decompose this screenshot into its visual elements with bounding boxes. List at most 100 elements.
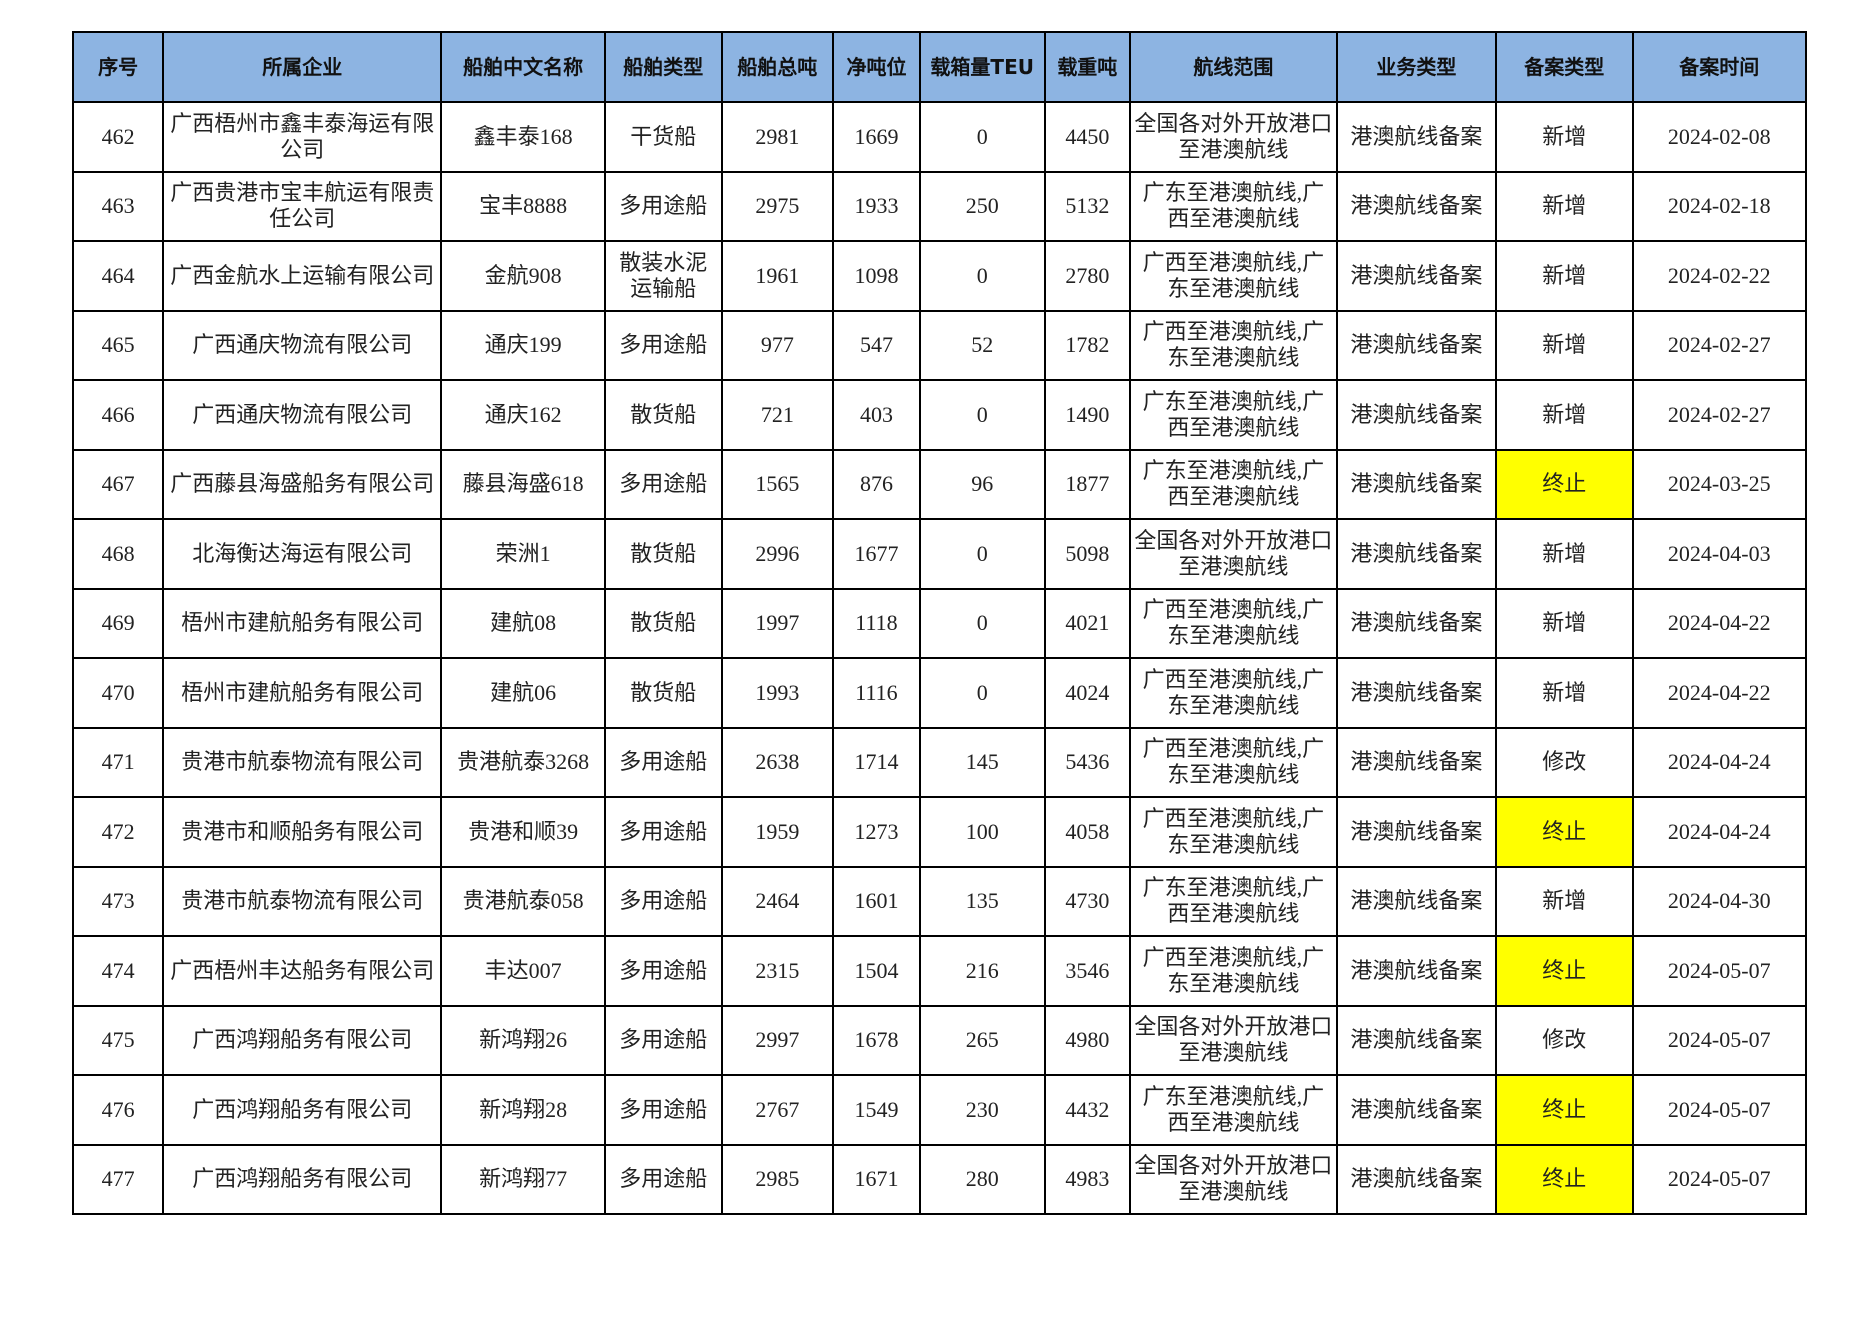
cell-company: 广西鸿翔船务有限公司 [162,1004,443,1076]
cell-gross-tonnage: 2981 [720,101,835,173]
cell-route-scope: 广东至港澳航线,广西至港澳航线 [1129,170,1338,242]
cell-seq: 474 [71,935,165,1007]
cell-route-scope: 广东至港澳航线,广西至港澳航线 [1129,379,1338,451]
table-row: 467 广西藤县海盛船务有限公司 藤县海盛618 多用途船 1565 876 96 1877 广… [71,448,1807,520]
table-row: 464 广西金航水上运输有限公司 金航908 散装水泥运输船 1961 1098 0 2780… [71,240,1807,312]
cell-net-tonnage: 1677 [832,518,921,590]
cell-route-scope: 广东至港澳航线,广西至港澳航线 [1129,448,1338,520]
cell-filing-date: 2024-04-22 [1631,587,1807,659]
cell-deadweight: 4024 [1043,657,1132,729]
cell-route-scope: 广西至港澳航线,广东至港澳航线 [1129,309,1338,381]
cell-gross-tonnage: 1565 [720,448,835,520]
cell-vessel-name: 贵港航泰3268 [440,726,607,798]
cell-teu-capacity: 100 [918,796,1046,868]
cell-filing-type: 新增 [1494,379,1634,451]
cell-vessel-name: 藤县海盛618 [440,448,607,520]
cell-gross-tonnage: 2975 [720,170,835,242]
cell-company: 广西梧州市鑫丰泰海运有限公司 [162,101,443,173]
cell-company: 梧州市建航船务有限公司 [162,587,443,659]
cell-net-tonnage: 1549 [832,1074,921,1146]
cell-teu-capacity: 0 [918,657,1046,729]
cell-net-tonnage: 1714 [832,726,921,798]
cell-vessel-name: 贵港和顺39 [440,796,607,868]
table-row: 475 广西鸿翔船务有限公司 新鸿翔26 多用途船 2997 1678 265 4980 全国各… [71,1004,1807,1076]
cell-vessel-type: 多用途船 [604,1074,723,1146]
cell-filing-date: 2024-04-03 [1631,518,1807,590]
table-row: 466 广西通庆物流有限公司 通庆162 散货船 721 403 0 1490 广东至港澳航线,… [71,379,1807,451]
cell-vessel-name: 鑫丰泰168 [440,101,607,173]
cell-net-tonnage: 1118 [832,587,921,659]
cell-company: 广西贵港市宝丰航运有限责任公司 [162,170,443,242]
cell-business-type: 港澳航线备案 [1335,448,1497,520]
cell-seq: 464 [71,240,165,312]
table-header-row: 序号 所属企业 船舶中文名称 船舶类型 船舶总吨 净吨位 载箱量TEU 载重吨 航线范围 业务类型… [71,31,1807,103]
cell-net-tonnage: 1601 [832,865,921,937]
cell-vessel-type: 多用途船 [604,935,723,1007]
cell-route-scope: 广西至港澳航线,广东至港澳航线 [1129,587,1338,659]
cell-deadweight: 5132 [1043,170,1132,242]
cell-deadweight: 4450 [1043,101,1132,173]
cell-net-tonnage: 1671 [832,1143,921,1215]
table-row: 465 广西通庆物流有限公司 通庆199 多用途船 977 547 52 1782 广西至港澳航… [71,309,1807,381]
cell-filing-type: 修改 [1494,1004,1634,1076]
cell-vessel-name: 贵港航泰058 [440,865,607,937]
cell-vessel-name: 新鸿翔77 [440,1143,607,1215]
cell-business-type: 港澳航线备案 [1335,726,1497,798]
cell-deadweight: 2780 [1043,240,1132,312]
cell-company: 贵港市和顺船务有限公司 [162,796,443,868]
cell-gross-tonnage: 2997 [720,1004,835,1076]
cell-teu-capacity: 216 [918,935,1046,1007]
cell-vessel-type: 多用途船 [604,448,723,520]
cell-filing-type: 新增 [1494,518,1634,590]
cell-business-type: 港澳航线备案 [1335,101,1497,173]
cell-route-scope: 全国各对外开放港口至港澳航线 [1129,518,1338,590]
cell-deadweight: 4983 [1043,1143,1132,1215]
cell-gross-tonnage: 2638 [720,726,835,798]
cell-vessel-name: 通庆199 [440,309,607,381]
cell-company: 广西藤县海盛船务有限公司 [162,448,443,520]
cell-company: 广西梧州丰达船务有限公司 [162,935,443,1007]
cell-business-type: 港澳航线备案 [1335,309,1497,381]
cell-route-scope: 广西至港澳航线,广东至港澳航线 [1129,657,1338,729]
table-row: 476 广西鸿翔船务有限公司 新鸿翔28 多用途船 2767 1549 230 4432 广东至… [71,1074,1807,1146]
cell-filing-date: 2024-02-18 [1631,170,1807,242]
cell-net-tonnage: 876 [832,448,921,520]
cell-filing-date: 2024-04-30 [1631,865,1807,937]
cell-seq: 471 [71,726,165,798]
cell-company: 广西金航水上运输有限公司 [162,240,443,312]
cell-gross-tonnage: 2985 [720,1143,835,1215]
cell-filing-type: 终止 [1494,448,1634,520]
cell-deadweight: 1490 [1043,379,1132,451]
cell-teu-capacity: 230 [918,1074,1046,1146]
table-row: 468 北海衡达海运有限公司 荣洲1 散货船 2996 1677 0 5098 全国各对外开放港… [71,518,1807,590]
header-seq: 序号 [71,31,165,103]
cell-filing-type: 新增 [1494,101,1634,173]
cell-teu-capacity: 145 [918,726,1046,798]
header-net-tonnage: 净吨位 [832,31,921,103]
cell-deadweight: 1877 [1043,448,1132,520]
cell-company: 梧州市建航船务有限公司 [162,657,443,729]
cell-vessel-name: 通庆162 [440,379,607,451]
cell-business-type: 港澳航线备案 [1335,379,1497,451]
cell-deadweight: 5098 [1043,518,1132,590]
cell-business-type: 港澳航线备案 [1335,1074,1497,1146]
cell-gross-tonnage: 2315 [720,935,835,1007]
cell-filing-type: 新增 [1494,309,1634,381]
header-vessel-name: 船舶中文名称 [440,31,607,103]
cell-seq: 469 [71,587,165,659]
cell-vessel-type: 散装水泥运输船 [604,240,723,312]
vessel-filing-table: 序号 所属企业 船舶中文名称 船舶类型 船舶总吨 净吨位 载箱量TEU 载重吨 航线范围 业务类型… [71,31,1807,1215]
cell-net-tonnage: 1273 [832,796,921,868]
cell-seq: 466 [71,379,165,451]
cell-teu-capacity: 265 [918,1004,1046,1076]
cell-vessel-name: 新鸿翔26 [440,1004,607,1076]
cell-business-type: 港澳航线备案 [1335,657,1497,729]
cell-gross-tonnage: 2464 [720,865,835,937]
cell-net-tonnage: 1933 [832,170,921,242]
cell-vessel-type: 多用途船 [604,170,723,242]
cell-vessel-type: 多用途船 [604,865,723,937]
cell-gross-tonnage: 1961 [720,240,835,312]
cell-filing-date: 2024-04-22 [1631,657,1807,729]
header-route-scope: 航线范围 [1129,31,1338,103]
header-filing-date: 备案时间 [1631,31,1807,103]
